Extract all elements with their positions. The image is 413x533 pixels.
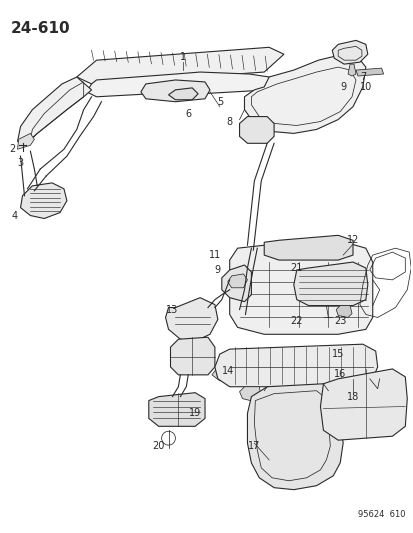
Polygon shape	[148, 393, 204, 426]
Text: 22: 22	[290, 317, 302, 326]
Polygon shape	[263, 236, 352, 260]
Text: 18: 18	[346, 392, 358, 402]
Polygon shape	[211, 364, 237, 381]
Polygon shape	[86, 72, 278, 97]
Polygon shape	[335, 305, 351, 318]
Text: 9: 9	[214, 265, 221, 275]
Text: 15: 15	[331, 349, 344, 359]
Text: 17: 17	[247, 441, 260, 451]
Polygon shape	[239, 117, 273, 143]
Polygon shape	[227, 274, 247, 288]
Polygon shape	[247, 384, 342, 490]
Polygon shape	[332, 41, 367, 64]
Text: 8: 8	[226, 117, 232, 126]
Polygon shape	[229, 240, 372, 334]
Text: 13: 13	[166, 304, 178, 314]
Polygon shape	[239, 387, 261, 401]
Text: 7: 7	[359, 72, 365, 82]
Polygon shape	[347, 64, 355, 76]
Text: 5: 5	[216, 96, 223, 107]
Text: 16: 16	[333, 369, 346, 379]
Text: 24-610: 24-610	[11, 21, 70, 36]
Text: 1: 1	[180, 52, 186, 62]
Polygon shape	[17, 133, 34, 149]
Polygon shape	[355, 68, 383, 76]
Text: 3: 3	[17, 158, 24, 168]
Polygon shape	[244, 54, 365, 133]
Text: 23: 23	[333, 317, 346, 326]
Polygon shape	[221, 265, 251, 302]
Text: 20: 20	[152, 441, 164, 451]
Text: 12: 12	[346, 235, 358, 245]
Text: 4: 4	[12, 211, 18, 221]
Polygon shape	[170, 337, 214, 375]
Polygon shape	[320, 369, 406, 440]
Text: 21: 21	[290, 263, 302, 273]
Text: 6: 6	[185, 109, 191, 119]
Text: 10: 10	[359, 82, 371, 92]
Text: 2: 2	[9, 144, 16, 154]
Polygon shape	[214, 344, 377, 387]
Text: 9: 9	[339, 82, 345, 92]
Polygon shape	[17, 77, 91, 146]
Text: 95624  610: 95624 610	[357, 510, 404, 519]
Polygon shape	[168, 88, 198, 100]
Polygon shape	[140, 80, 209, 102]
Text: 11: 11	[208, 250, 221, 260]
Polygon shape	[328, 384, 355, 401]
Polygon shape	[283, 387, 310, 403]
Polygon shape	[165, 297, 217, 341]
Text: 14: 14	[221, 366, 233, 376]
Polygon shape	[76, 47, 283, 84]
Text: 19: 19	[189, 408, 201, 418]
Polygon shape	[293, 262, 367, 305]
Polygon shape	[21, 183, 67, 219]
